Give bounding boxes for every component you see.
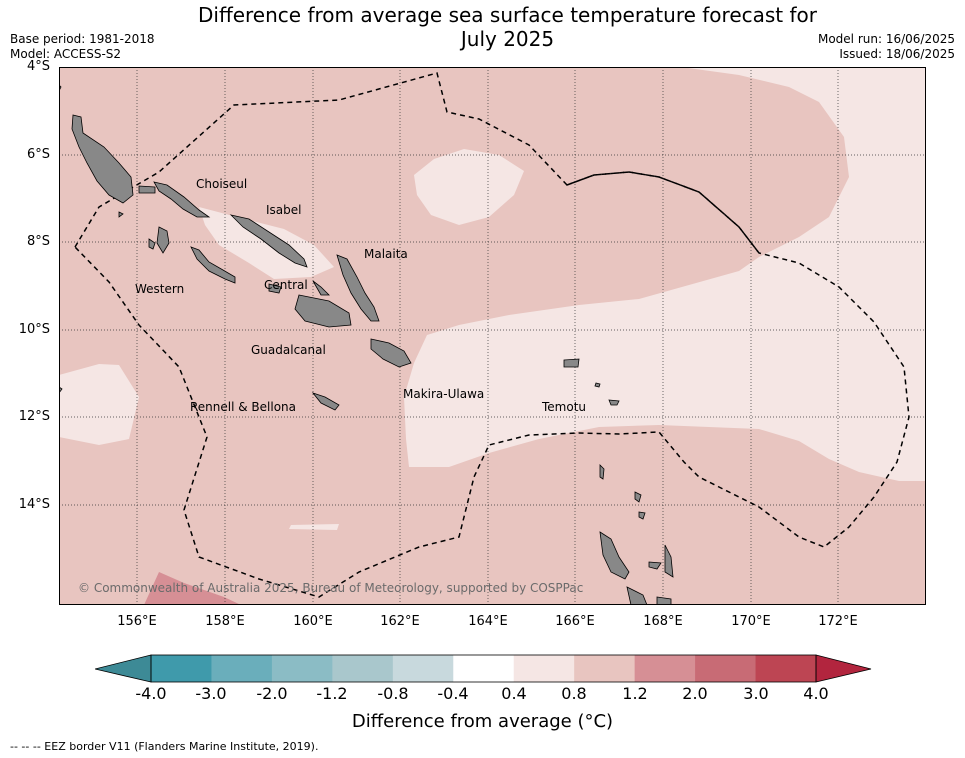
colorbar-cell — [574, 655, 636, 682]
colorbar-cell — [332, 655, 394, 682]
sst-map — [59, 67, 926, 605]
colorbar-cell — [392, 655, 454, 682]
model-run: Model run: 16/06/2025 — [817, 32, 955, 46]
eez-border — [74, 72, 910, 598]
anomaly-zone-0.4-0.8-east — [404, 67, 926, 481]
region-label-western: Western — [135, 282, 185, 296]
anomaly-zone-0.4-0.8-west — [59, 364, 139, 445]
land-islands — [59, 84, 674, 605]
region-label-central: Central — [264, 278, 308, 292]
colorbar-cell — [151, 655, 212, 682]
eez-legend-footnote: -- -- -- EEZ border V11 (Flanders Marine… — [10, 740, 319, 753]
anomaly-zone-0.4-0.8-small — [289, 524, 339, 530]
metadata-right: Model run: 16/06/2025 Issued: 18/06/2025 — [818, 32, 955, 62]
colorbar-tick-label: -0.4 — [437, 684, 469, 703]
colorbar-tick-label: 0.8 — [561, 684, 587, 703]
lon-tick-156e: 156°E — [117, 614, 157, 629]
colorbar-tick-label: 1.2 — [622, 684, 648, 703]
colorbar-cell — [755, 655, 817, 682]
colorbar-tick-label: -3.0 — [195, 684, 227, 703]
lon-tick-168e: 168°E — [643, 614, 683, 629]
lon-tick-162e: 162°E — [380, 614, 420, 629]
region-label-choiseul: Choiseul — [196, 177, 248, 191]
lat-tick-14s: 14°S — [18, 497, 50, 512]
lat-tick-4s: 4°S — [26, 59, 50, 74]
colorbar-title: Difference from average (°C) — [351, 711, 614, 732]
graticule — [59, 67, 926, 605]
colorbar-cell — [271, 655, 333, 682]
region-label-isabel: Isabel — [266, 203, 302, 217]
lat-tick-10s: 10°S — [18, 322, 50, 337]
colorbar-under-arrow — [95, 654, 152, 683]
region-label-temotu: Temotu — [542, 400, 587, 414]
base-period: Base period: 1981-2018 — [10, 32, 155, 46]
region-label-makira-ulawa: Makira-Ulawa — [403, 387, 485, 401]
map-title: Difference from average sea surface temp… — [197, 3, 817, 51]
lat-tick-8s: 8°S — [26, 234, 50, 249]
copyright-notice: © Commonwealth of Australia 2025, Bureau… — [78, 581, 584, 595]
colorbar-cell — [695, 655, 757, 682]
lat-tick-12s: 12°S — [18, 409, 50, 424]
region-label-rennell-bellona: Rennell & Bellona — [190, 400, 297, 414]
colorbar-tick-label: -2.0 — [256, 684, 288, 703]
map-frame — [59, 67, 926, 605]
colorbar-tick-label: -0.8 — [377, 684, 409, 703]
colorbar-tick-label: 4.0 — [803, 684, 829, 703]
lon-tick-164e: 164°E — [468, 614, 508, 629]
colorbar-cell — [211, 655, 273, 682]
colorbar-tick-label: -1.2 — [316, 684, 348, 703]
lat-tick-6s: 6°S — [26, 147, 50, 162]
colorbar-cell — [634, 655, 696, 682]
region-label-guadalcanal: Guadalcanal — [251, 343, 326, 357]
colorbar — [95, 654, 872, 683]
region-label-malaita: Malaita — [364, 247, 408, 261]
colorbar-tick-label: 3.0 — [743, 684, 769, 703]
colorbar-cell — [513, 655, 575, 682]
eez-border-inner — [566, 171, 760, 254]
colorbar-over-arrow — [815, 654, 872, 683]
anomaly-zone-1.2-2.0 — [144, 572, 241, 605]
lon-tick-170e: 170°E — [731, 614, 771, 629]
colorbar-tick-label: 0.4 — [501, 684, 527, 703]
anomaly-zone-0.4-0.8-north — [414, 149, 524, 225]
colorbar-tick-label: -4.0 — [135, 684, 167, 703]
colorbar-tick-label: 2.0 — [682, 684, 708, 703]
lon-tick-158e: 158°E — [205, 614, 245, 629]
model-name: Model: ACCESS-S2 — [10, 47, 122, 61]
lon-tick-166e: 166°E — [555, 614, 595, 629]
issued-date: Issued: 18/06/2025 — [839, 47, 955, 61]
lon-tick-172e: 172°E — [818, 614, 858, 629]
metadata-left: Base period: 1981-2018 Model: ACCESS-S2 — [10, 32, 155, 62]
lon-tick-160e: 160°E — [293, 614, 333, 629]
colorbar-cell — [453, 655, 515, 682]
